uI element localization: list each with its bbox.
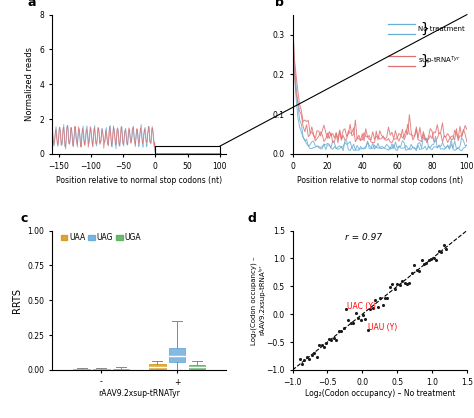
Point xyxy=(374,304,382,311)
Point xyxy=(357,317,365,324)
Point xyxy=(364,326,372,333)
Point xyxy=(337,327,345,334)
Point xyxy=(406,279,413,286)
Point xyxy=(310,349,318,356)
Point xyxy=(349,319,357,326)
Point xyxy=(366,306,374,313)
Point xyxy=(308,351,316,358)
Point xyxy=(425,257,433,263)
Point xyxy=(306,356,313,362)
Point xyxy=(332,336,340,343)
Point xyxy=(320,344,328,350)
Point xyxy=(303,354,310,360)
Text: c: c xyxy=(21,212,28,225)
Point xyxy=(389,281,396,288)
Point xyxy=(381,295,389,302)
X-axis label: Position relative to normal stop codons (nt): Position relative to normal stop codons … xyxy=(56,176,222,185)
Point xyxy=(352,309,359,316)
Point xyxy=(435,248,442,255)
Point xyxy=(403,281,411,288)
Point xyxy=(362,316,369,323)
Point xyxy=(438,248,445,255)
Point xyxy=(420,261,428,268)
Point xyxy=(376,295,384,301)
Text: }: } xyxy=(421,54,429,68)
Point xyxy=(393,280,401,287)
Point xyxy=(383,295,391,301)
Bar xyxy=(73,369,90,370)
Text: sup-tRNA$^{Tyr}$: sup-tRNA$^{Tyr}$ xyxy=(418,55,461,67)
Point xyxy=(410,262,418,268)
Point xyxy=(408,270,416,277)
Y-axis label: Normalized reads: Normalized reads xyxy=(25,47,34,121)
Point xyxy=(398,277,406,284)
Point xyxy=(372,297,379,303)
Point xyxy=(440,242,447,249)
Point xyxy=(396,282,403,288)
Point xyxy=(442,245,450,252)
Text: b: b xyxy=(275,0,284,9)
Point xyxy=(328,336,335,343)
Y-axis label: RRTS: RRTS xyxy=(12,288,22,313)
Point xyxy=(313,353,320,360)
Point xyxy=(415,267,423,274)
Bar xyxy=(93,369,109,370)
Bar xyxy=(149,364,166,369)
Point xyxy=(418,257,425,264)
Text: UAC (Y): UAC (Y) xyxy=(347,302,376,311)
Point xyxy=(342,305,350,312)
Point xyxy=(298,361,306,367)
Point xyxy=(323,340,330,347)
Point xyxy=(391,286,399,293)
Point xyxy=(428,256,435,263)
Point xyxy=(386,284,393,291)
Text: d: d xyxy=(247,212,256,225)
Point xyxy=(432,257,440,263)
Point xyxy=(315,342,323,349)
Text: a: a xyxy=(28,0,36,9)
Text: UAU (Y): UAU (Y) xyxy=(368,323,397,332)
Bar xyxy=(169,348,185,362)
Point xyxy=(413,267,420,273)
Point xyxy=(345,316,352,323)
Point xyxy=(318,342,325,348)
Point xyxy=(369,305,376,312)
Point xyxy=(355,314,362,321)
X-axis label: Position relative to normal stop codons (nt): Position relative to normal stop codons … xyxy=(297,176,463,185)
Point xyxy=(340,325,347,331)
Point xyxy=(401,280,408,286)
Point xyxy=(330,334,337,341)
Bar xyxy=(155,146,220,154)
Point xyxy=(296,355,303,362)
Point xyxy=(379,302,386,308)
Point xyxy=(347,319,355,326)
Point xyxy=(325,336,333,343)
Text: r = 0.97: r = 0.97 xyxy=(345,233,382,242)
Bar xyxy=(113,369,129,370)
X-axis label: Log₂(Codon occupancy) – No treatment: Log₂(Codon occupancy) – No treatment xyxy=(305,389,455,398)
Point xyxy=(359,312,367,319)
Y-axis label: Log₂(Codon occupancy) –
rAAV9.2xsup-tRNAᴵʸʳ: Log₂(Codon occupancy) – rAAV9.2xsup-tRNA… xyxy=(250,256,265,344)
Bar xyxy=(189,364,205,369)
X-axis label: rAAV9.2xsup-tRNATyr: rAAV9.2xsup-tRNATyr xyxy=(98,389,180,398)
Text: }: } xyxy=(421,22,429,36)
Point xyxy=(430,255,438,261)
Legend: UAA, UAG, UGA: UAA, UAG, UGA xyxy=(58,230,145,245)
Point xyxy=(423,259,430,266)
Point xyxy=(301,357,308,364)
Text: No treatment: No treatment xyxy=(418,26,465,32)
Point xyxy=(335,328,342,335)
